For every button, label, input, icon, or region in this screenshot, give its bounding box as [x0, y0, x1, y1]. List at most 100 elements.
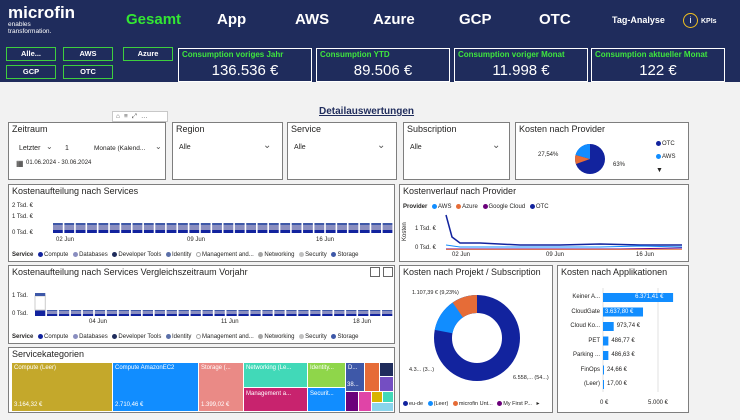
column-segment[interactable] — [70, 311, 82, 314]
column-segment[interactable] — [46, 314, 58, 316]
column-segment[interactable] — [58, 310, 70, 311]
tab-tag-analyse[interactable]: Tag-Analyse — [612, 15, 665, 25]
treemap-tile-small[interactable] — [372, 403, 393, 411]
column-segment[interactable] — [118, 314, 130, 316]
column-segment[interactable] — [382, 311, 393, 314]
column-segment[interactable] — [121, 223, 131, 225]
column-segment[interactable] — [82, 311, 94, 314]
column-segment[interactable] — [291, 230, 302, 233]
provider-button-gcp[interactable]: GCP — [6, 65, 56, 79]
legend-item[interactable]: Compute — [44, 334, 69, 341]
column-segment[interactable] — [121, 230, 131, 233]
column-segment[interactable] — [382, 223, 393, 225]
column-segment[interactable] — [200, 230, 211, 233]
column-segment[interactable] — [35, 293, 46, 296]
legend-item[interactable]: Identity — [172, 334, 192, 341]
column-segment[interactable] — [223, 223, 234, 225]
legend-scroll-icon[interactable]: ▸ — [536, 401, 540, 407]
column-segment[interactable] — [226, 310, 237, 311]
column-segment[interactable] — [98, 225, 109, 230]
column-segment[interactable] — [226, 311, 237, 314]
column-segment[interactable] — [106, 310, 118, 311]
column-segment[interactable] — [291, 223, 302, 225]
column-segment[interactable] — [98, 230, 109, 233]
treemap-tile-management[interactable]: Management a... — [244, 388, 307, 411]
column-segment[interactable] — [34, 295, 46, 311]
column-segment[interactable] — [298, 311, 309, 314]
column-segment[interactable] — [325, 230, 336, 233]
column-segment[interactable] — [250, 310, 261, 311]
column-segment[interactable] — [234, 230, 245, 233]
slicer-zeitraum[interactable]: Zeitraum Letzter ⌄ 1 Monate (Kalend... ⌄… — [8, 122, 166, 180]
column-segment[interactable] — [189, 230, 200, 233]
column-segment[interactable] — [223, 225, 234, 230]
column-segment[interactable] — [118, 311, 130, 314]
column-segment[interactable] — [94, 314, 106, 316]
column-segment[interactable] — [262, 310, 273, 311]
column-segment[interactable] — [142, 311, 153, 314]
column-segment[interactable] — [358, 310, 369, 311]
column-segment[interactable] — [257, 225, 268, 230]
legend-item[interactable]: (Leer) — [433, 401, 449, 407]
column-segment[interactable] — [223, 230, 234, 233]
legend-item[interactable]: eu-de — [409, 401, 424, 407]
tab-gcp[interactable]: GCP — [459, 11, 492, 28]
legend-item[interactable]: Databases — [79, 252, 108, 259]
treemap-tile-security[interactable]: Securit... — [308, 388, 345, 411]
legend-item[interactable]: Azure — [462, 204, 478, 211]
column-segment[interactable] — [155, 223, 166, 225]
line-google-cloud[interactable] — [446, 247, 683, 250]
column-segment[interactable] — [200, 223, 211, 225]
column-segment[interactable] — [310, 314, 321, 316]
column-segment[interactable] — [280, 230, 291, 233]
chevron-down-icon[interactable]: ⌄ — [46, 142, 53, 151]
column-segment[interactable] — [226, 314, 237, 316]
column-segment[interactable] — [94, 310, 106, 311]
provider-button-alle[interactable]: Alle... — [6, 47, 56, 61]
column-segment[interactable] — [94, 311, 106, 314]
treemap-tile-networking[interactable]: Networking (Le... — [244, 363, 307, 387]
tab-azure[interactable]: Azure — [373, 11, 415, 28]
legend-item[interactable]: Storage — [337, 334, 359, 341]
column-segment[interactable] — [348, 230, 359, 233]
treemap-tile-compute-leer[interactable]: Compute (Leer) 3.164,32 € — [12, 363, 112, 411]
line-otc[interactable] — [445, 214, 682, 246]
treemap-tile-small[interactable] — [359, 392, 371, 411]
slicer-region[interactable]: Region Alle ⌄ — [172, 122, 283, 180]
column-segment[interactable] — [334, 314, 345, 316]
column-segment[interactable] — [154, 311, 165, 314]
column-segment[interactable] — [334, 311, 345, 314]
column-segment[interactable] — [234, 225, 245, 230]
slicer-service[interactable]: Service Alle ⌄ — [287, 122, 397, 180]
legend-item[interactable]: Compute — [44, 252, 69, 259]
column-segment[interactable] — [212, 223, 222, 225]
column-segment[interactable] — [334, 310, 345, 311]
column-segment[interactable] — [298, 314, 309, 316]
legend-item-otc[interactable]: OTC — [653, 141, 675, 147]
column-segment[interactable] — [166, 311, 177, 314]
column-segment[interactable] — [371, 225, 382, 230]
focus-mode-icon[interactable] — [383, 267, 393, 277]
column-segment[interactable] — [154, 310, 165, 311]
column-segment[interactable] — [189, 223, 200, 225]
column-segment[interactable] — [178, 314, 189, 316]
column-segment[interactable] — [155, 225, 166, 230]
column-segment[interactable] — [154, 314, 165, 316]
column-segment[interactable] — [212, 225, 222, 230]
slicer-subscription[interactable]: Subscription Alle ⌄ — [403, 122, 510, 180]
column-segment[interactable] — [370, 310, 381, 311]
column-segment[interactable] — [257, 223, 268, 225]
column-segment[interactable] — [46, 310, 58, 311]
pin-icon[interactable]: ⌂ — [116, 113, 124, 120]
column-segment[interactable] — [325, 225, 336, 230]
legend-scroll-down-icon[interactable]: ▼ — [656, 167, 663, 174]
tab-gesamt[interactable]: Gesamt — [126, 11, 182, 28]
column-segment[interactable] — [166, 225, 177, 230]
column-segment[interactable] — [70, 310, 82, 311]
column-segment[interactable] — [291, 225, 302, 230]
column-segment[interactable] — [238, 311, 249, 314]
pie-slice-aws[interactable] — [575, 143, 591, 159]
column-segment[interactable] — [358, 314, 369, 316]
column-segment[interactable] — [214, 310, 225, 311]
column-segment[interactable] — [348, 225, 359, 230]
